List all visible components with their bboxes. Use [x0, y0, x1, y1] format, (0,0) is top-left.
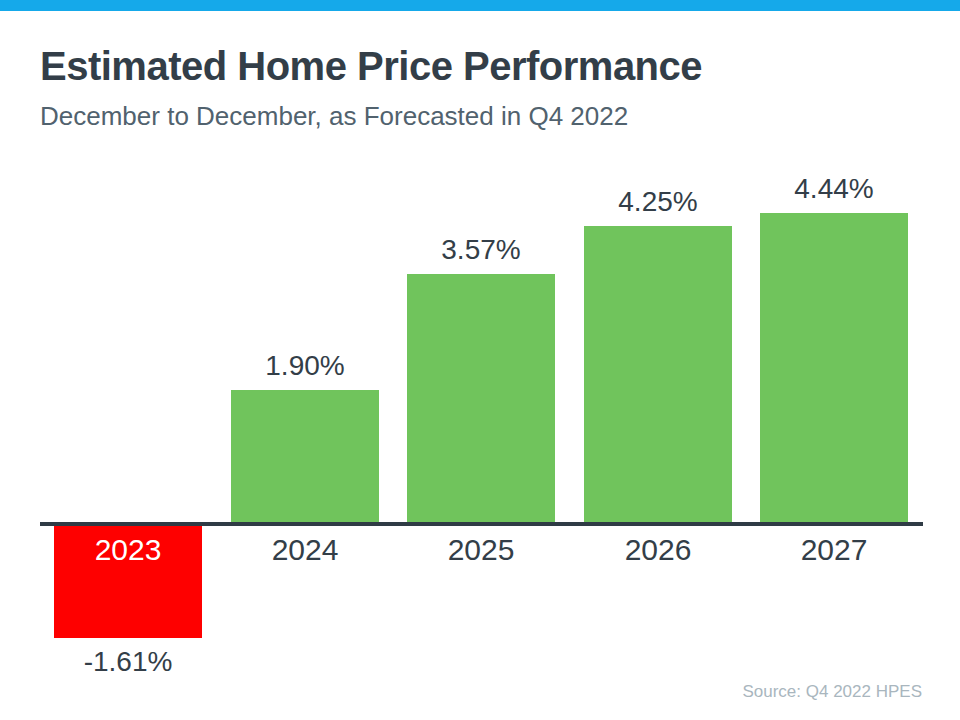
bar-value-label-2024: 1.90% — [265, 352, 344, 380]
bar-2025 — [407, 274, 555, 523]
bar-year-label-2023: 2023 — [95, 535, 162, 565]
chart-title: Estimated Home Price Performance — [40, 44, 702, 89]
bar-year-label-2024: 2024 — [272, 535, 339, 565]
bar-2027 — [760, 213, 908, 523]
bar-2024 — [231, 390, 379, 523]
bar-2026 — [584, 226, 732, 523]
source-note: Source: Q4 2022 HPES — [742, 682, 922, 702]
bar-year-label-2027: 2027 — [801, 535, 868, 565]
bar-value-label-2026: 4.25% — [618, 188, 697, 216]
infographic-slide: Estimated Home Price Performance Decembe… — [0, 0, 960, 720]
bar-value-label-2027: 4.44% — [794, 175, 873, 203]
x-axis-line — [40, 522, 923, 526]
top-accent-bar — [0, 0, 960, 11]
chart-subtitle: December to December, as Forecasted in Q… — [40, 101, 628, 132]
bar-year-label-2025: 2025 — [448, 535, 515, 565]
bar-year-label-2026: 2026 — [625, 535, 692, 565]
bar-value-label-2023: -1.61% — [84, 648, 173, 676]
bar-value-label-2025: 3.57% — [441, 236, 520, 264]
